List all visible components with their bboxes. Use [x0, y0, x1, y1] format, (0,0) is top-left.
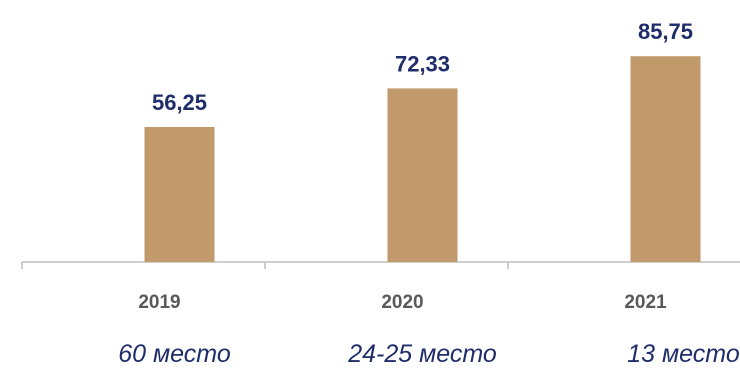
category-label-2019: 2019 [138, 292, 180, 313]
rank-labels-row: 60 место 24-25 место 13 место [0, 340, 740, 377]
value-labels: 56,25 72,33 85,75 [152, 19, 693, 115]
bar-chart: 56,25 72,33 85,75 2019 2020 2021 [21, 19, 740, 313]
rank-label-2021: 13 место [627, 340, 740, 368]
bar-2020 [387, 88, 458, 263]
bar-2021 [630, 56, 701, 263]
value-label-2020: 72,33 [395, 51, 450, 76]
rank-label-2020: 24-25 место [348, 340, 497, 368]
rank-label-2019: 60 место [118, 340, 231, 368]
category-label-2020: 2020 [381, 292, 423, 313]
value-label-2021: 85,75 [638, 19, 693, 44]
x-axis-ticks [21, 262, 509, 269]
bar-2019 [144, 127, 215, 262]
category-label-2021: 2021 [624, 292, 667, 313]
category-labels: 2019 2020 2021 [138, 292, 667, 313]
bars [144, 56, 701, 263]
value-label-2019: 56,25 [152, 90, 207, 115]
